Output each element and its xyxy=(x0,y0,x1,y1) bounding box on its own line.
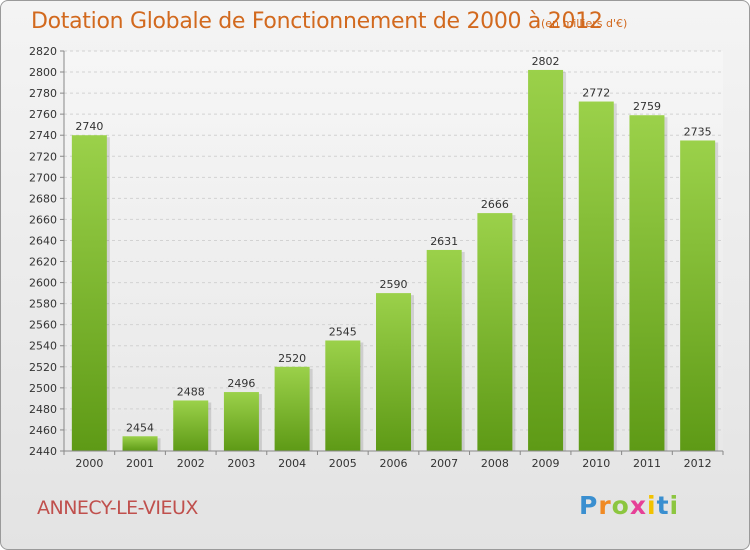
data-label: 2759 xyxy=(633,100,661,113)
x-tick-label: 2010 xyxy=(582,457,610,470)
x-tick-label: 2001 xyxy=(126,457,154,470)
y-tick-label: 2620 xyxy=(29,256,57,269)
y-tick-label: 2800 xyxy=(29,66,57,79)
bar xyxy=(173,400,209,451)
logo-letter: x xyxy=(629,491,647,520)
x-tick-label: 2007 xyxy=(430,457,458,470)
unit-label: (en milliers d'€) xyxy=(541,17,628,30)
bar xyxy=(426,249,462,451)
data-label: 2740 xyxy=(75,120,103,133)
chart-title: Dotation Globale de Fonctionnement de 20… xyxy=(31,9,603,34)
data-label: 2772 xyxy=(582,87,610,100)
data-label: 2488 xyxy=(177,385,205,398)
x-tick-label: 2000 xyxy=(75,457,103,470)
y-tick-label: 2600 xyxy=(29,277,57,290)
data-label: 2454 xyxy=(126,421,154,434)
y-tick-label: 2500 xyxy=(29,382,57,395)
y-tick-label: 2540 xyxy=(29,340,57,353)
logo-letter: t xyxy=(656,491,670,520)
logo-letter: P xyxy=(579,491,599,520)
x-tick-label: 2011 xyxy=(633,457,661,470)
y-tick-label: 2640 xyxy=(29,234,57,247)
y-tick-label: 2780 xyxy=(29,87,57,100)
bar xyxy=(629,115,665,452)
logo-letter: o xyxy=(611,491,630,520)
y-tick-label: 2480 xyxy=(29,403,57,416)
bar xyxy=(477,213,513,451)
data-label: 2545 xyxy=(329,325,357,338)
data-label: 2735 xyxy=(684,125,712,138)
bar xyxy=(122,436,158,451)
y-tick-label: 2460 xyxy=(29,424,57,437)
y-tick-label: 2760 xyxy=(29,108,57,121)
y-tick-label: 2740 xyxy=(29,129,57,142)
bar xyxy=(223,392,259,451)
data-label: 2666 xyxy=(481,198,509,211)
x-tick-label: 2003 xyxy=(227,457,255,470)
x-tick-label: 2008 xyxy=(481,457,509,470)
y-tick-label: 2820 xyxy=(29,45,57,58)
bar xyxy=(528,69,564,452)
bar xyxy=(376,293,411,451)
bar xyxy=(578,101,614,452)
logo-letter: r xyxy=(598,491,612,520)
x-tick-label: 2009 xyxy=(532,457,560,470)
x-tick-label: 2006 xyxy=(380,457,408,470)
y-tick-label: 2560 xyxy=(29,319,57,332)
x-tick-label: 2012 xyxy=(684,457,712,470)
x-tick-label: 2004 xyxy=(278,457,306,470)
y-tick-label: 2520 xyxy=(29,361,57,374)
bar xyxy=(680,140,716,451)
x-tick-label: 2005 xyxy=(329,457,357,470)
y-tick-label: 2580 xyxy=(29,298,57,311)
bar xyxy=(71,135,107,452)
logo-letter: i xyxy=(647,491,657,520)
data-label: 2590 xyxy=(380,278,408,291)
data-label: 2631 xyxy=(430,235,458,248)
x-tick-label: 2002 xyxy=(177,457,205,470)
bar xyxy=(274,366,310,451)
bars: 2740 2454 2488 2496 2520 2545 2590 2631 2666 2802… xyxy=(71,55,719,452)
y-tick-label: 2440 xyxy=(29,445,57,458)
y-tick-label: 2700 xyxy=(29,171,57,184)
data-label: 2496 xyxy=(227,377,255,390)
axes: 2440 2460 2480 2500 2520 2540 2560 2580 2600 2620… xyxy=(29,45,724,470)
y-tick-label: 2720 xyxy=(29,150,57,163)
bar xyxy=(325,340,361,451)
proxiti-logo: Proxiti xyxy=(579,491,679,520)
logo-letter: i xyxy=(669,491,680,520)
data-label: 2802 xyxy=(532,55,560,68)
y-tick-label: 2680 xyxy=(29,192,57,205)
commune-name: ANNECY-LE-VIEUX xyxy=(37,497,198,519)
y-tick-label: 2660 xyxy=(29,213,57,226)
data-label: 2520 xyxy=(278,352,306,365)
